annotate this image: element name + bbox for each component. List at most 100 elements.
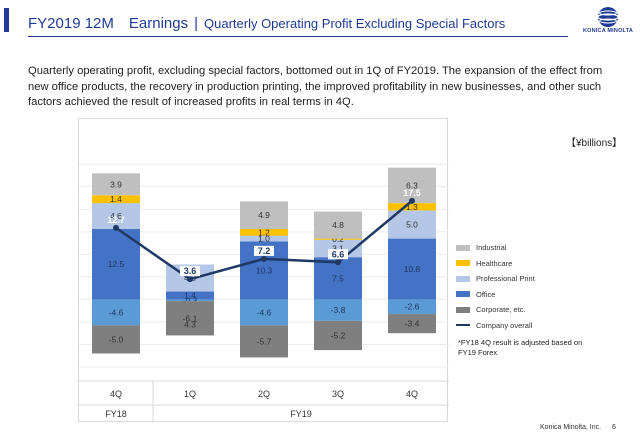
bar-segment bbox=[166, 301, 214, 336]
data-label: 12.5 bbox=[108, 259, 125, 269]
chart-frame: 12.5 4.6 1.4 3.9 -4.6 -5.0 1.4 4.8 -0.3 -6.14.3 10… bbox=[78, 118, 449, 423]
page-title-main: FY2019 12M Earnings bbox=[28, 15, 189, 32]
legend-label: Professional Print bbox=[476, 274, 535, 284]
data-label: 1.0 bbox=[258, 234, 270, 244]
data-label: 6.3 bbox=[406, 180, 418, 190]
bar-segment bbox=[92, 325, 140, 354]
legend-label: Industrial bbox=[476, 243, 507, 253]
legend-swatch bbox=[456, 306, 470, 313]
legend-item: Professional Print bbox=[456, 271, 535, 287]
bar-segment bbox=[92, 203, 140, 230]
bar-segment bbox=[388, 314, 436, 334]
data-label: 1.2 bbox=[258, 227, 270, 237]
data-label: 4.9 bbox=[258, 210, 270, 220]
bar-segment bbox=[314, 320, 362, 351]
bar-segment bbox=[314, 211, 362, 239]
data-label: 1.4 bbox=[110, 194, 122, 204]
bar-segment bbox=[166, 291, 214, 300]
data-label: 4.3 bbox=[184, 319, 196, 329]
header-divider bbox=[28, 36, 568, 37]
data-label: -5.2 bbox=[331, 330, 346, 340]
bar-segment bbox=[240, 299, 288, 326]
chart-legend: Industrial Healthcare Professional Print Of… bbox=[456, 240, 535, 333]
data-label: 3.9 bbox=[110, 179, 122, 189]
data-label: -0.3 bbox=[183, 295, 198, 305]
data-label: 10.8 bbox=[404, 264, 421, 274]
page-number: 6 bbox=[612, 424, 616, 431]
x-tick-label: 2Q bbox=[258, 389, 270, 399]
overall-label: 3.6 bbox=[184, 266, 197, 276]
legend-item: Corporate, etc. bbox=[456, 302, 535, 318]
bar-segment bbox=[92, 299, 140, 326]
data-label: -5.7 bbox=[257, 336, 272, 346]
x-tick-label: 4Q bbox=[110, 389, 122, 399]
legend-label: Company overall bbox=[476, 320, 533, 330]
title-separator: | bbox=[194, 15, 198, 32]
legend-item: Company overall bbox=[456, 318, 535, 334]
footnote: *FY18 4Q result is adjusted based on FY1… bbox=[458, 338, 583, 357]
data-label: -6.1 bbox=[183, 313, 198, 323]
overall-label: 7.2 bbox=[258, 246, 271, 256]
bar-segment bbox=[314, 299, 362, 321]
legend-swatch bbox=[456, 260, 470, 267]
data-label: -3.4 bbox=[405, 319, 420, 329]
footer-company: Konica Minolta, Inc. bbox=[540, 424, 602, 431]
data-label: 7.5 bbox=[332, 273, 344, 283]
data-label: -4.6 bbox=[257, 307, 272, 317]
bar-segment bbox=[240, 229, 288, 236]
bar-segment bbox=[240, 235, 288, 242]
unit-label: 【¥billions】 bbox=[566, 138, 623, 149]
x-group-label: FY18 bbox=[105, 409, 127, 419]
x-group-label: FY19 bbox=[290, 409, 312, 419]
overall-point bbox=[187, 276, 193, 283]
legend-swatch bbox=[456, 324, 470, 327]
lead-paragraph: Quarterly operating profit, excluding sp… bbox=[28, 65, 603, 108]
overall-point bbox=[409, 197, 415, 204]
bar-segment bbox=[388, 167, 436, 204]
page-subtitle: Quarterly Operating Profit Excluding Spe… bbox=[204, 16, 506, 31]
logo-globe-icon bbox=[597, 7, 619, 27]
legend-item: Healthcare bbox=[456, 256, 535, 272]
data-label: 1.4 bbox=[184, 290, 196, 300]
bar-segment bbox=[240, 201, 288, 230]
logo-text: KONICA MINOLTA bbox=[582, 28, 634, 34]
legend-item: Industrial bbox=[456, 240, 535, 256]
overall-point bbox=[335, 259, 341, 266]
overall-label: 17.5 bbox=[403, 188, 421, 198]
overall-label-bg bbox=[180, 266, 200, 277]
bar-segment bbox=[92, 195, 140, 204]
data-label: 4.8 bbox=[332, 220, 344, 230]
legend-label: Office bbox=[476, 289, 496, 299]
company-logo: KONICA MINOLTA bbox=[582, 6, 634, 40]
x-tick-label: 3Q bbox=[332, 389, 344, 399]
overall-label-bg bbox=[328, 249, 348, 260]
data-label: 4.6 bbox=[110, 211, 122, 221]
bar-segment bbox=[388, 299, 436, 315]
bar-segment bbox=[166, 299, 214, 302]
data-label: -5.0 bbox=[109, 334, 124, 344]
x-tick-label: 4Q bbox=[406, 389, 418, 399]
bar-segment bbox=[92, 173, 140, 196]
legend-swatch bbox=[456, 275, 470, 282]
data-label: 0.2 bbox=[332, 234, 344, 244]
x-tick-label: 1Q bbox=[184, 389, 196, 399]
data-label: -4.6 bbox=[109, 307, 124, 317]
operating-profit-chart: 12.5 4.6 1.4 3.9 -4.6 -5.0 1.4 4.8 -0.3 -6.14.3 10… bbox=[79, 163, 449, 423]
legend-label: Corporate, etc. bbox=[476, 305, 526, 315]
data-label: 5.0 bbox=[406, 220, 418, 230]
overall-label: 12.7 bbox=[107, 215, 125, 225]
overall-point bbox=[261, 255, 267, 262]
bar-segment bbox=[240, 325, 288, 358]
overall-label-bg bbox=[254, 245, 274, 256]
bar-segment bbox=[314, 238, 362, 240]
header-bar: FY2019 12M Earnings | Quarterly Operating … bbox=[0, 0, 640, 40]
data-label: 1.3 bbox=[406, 202, 418, 212]
page-title: FY2019 12M Earnings | Quarterly Operating … bbox=[28, 12, 505, 33]
legend-swatch bbox=[456, 244, 470, 251]
overall-label: 6.6 bbox=[332, 249, 345, 259]
legend-swatch bbox=[456, 291, 470, 298]
header-accent bbox=[4, 8, 9, 32]
overall-point bbox=[113, 224, 119, 231]
legend-item: Office bbox=[456, 287, 535, 303]
legend-label: Healthcare bbox=[476, 258, 513, 268]
